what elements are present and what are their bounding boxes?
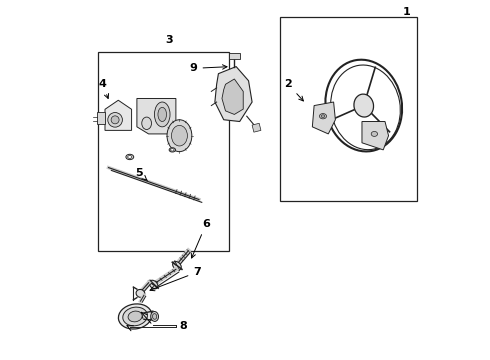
Text: 2: 2 [284,79,303,101]
Ellipse shape [119,304,152,329]
Text: 5: 5 [135,168,147,181]
Ellipse shape [128,311,142,322]
Polygon shape [362,122,389,150]
Ellipse shape [154,102,170,127]
Text: 1: 1 [402,6,410,17]
Ellipse shape [172,125,187,146]
Text: 3: 3 [165,35,172,45]
Ellipse shape [149,280,158,289]
Polygon shape [222,79,243,114]
Ellipse shape [172,261,181,270]
Ellipse shape [319,113,326,119]
Ellipse shape [142,117,151,130]
Polygon shape [137,99,176,134]
Bar [280,17,417,201]
Bar [229,53,240,59]
Ellipse shape [111,116,119,124]
Text: 8: 8 [179,321,187,332]
Ellipse shape [321,115,325,118]
Ellipse shape [128,156,132,158]
Polygon shape [312,102,335,134]
Text: 7: 7 [150,267,201,291]
Ellipse shape [158,107,167,122]
Ellipse shape [136,289,145,297]
Polygon shape [252,123,261,132]
Bar [98,53,229,251]
Ellipse shape [371,131,378,136]
Ellipse shape [167,120,192,152]
Bar [97,112,105,124]
Polygon shape [215,67,252,122]
Ellipse shape [123,307,147,326]
Ellipse shape [126,154,134,159]
Text: 4: 4 [98,79,109,98]
Ellipse shape [171,149,174,151]
Ellipse shape [152,314,157,319]
Ellipse shape [108,113,122,127]
Ellipse shape [354,94,373,117]
Text: 6: 6 [191,219,210,258]
Text: 9: 9 [190,63,227,73]
Ellipse shape [151,311,159,321]
Ellipse shape [169,148,175,152]
Polygon shape [105,100,132,130]
